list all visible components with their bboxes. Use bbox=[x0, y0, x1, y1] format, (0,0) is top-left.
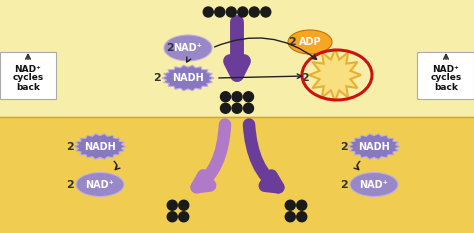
Circle shape bbox=[220, 103, 230, 113]
Circle shape bbox=[285, 200, 295, 210]
Circle shape bbox=[167, 212, 177, 222]
Text: NAD⁺: NAD⁺ bbox=[86, 179, 114, 189]
Text: NADH: NADH bbox=[172, 73, 204, 83]
Text: NAD⁺: NAD⁺ bbox=[15, 65, 41, 73]
Circle shape bbox=[261, 7, 271, 17]
Text: NADH: NADH bbox=[358, 141, 390, 151]
Text: 2: 2 bbox=[153, 73, 161, 83]
Circle shape bbox=[179, 212, 189, 222]
Text: 2: 2 bbox=[288, 37, 296, 47]
Text: 2: 2 bbox=[301, 73, 309, 83]
Circle shape bbox=[226, 7, 236, 17]
Text: 2: 2 bbox=[166, 43, 174, 53]
FancyBboxPatch shape bbox=[418, 51, 474, 99]
Text: ADP: ADP bbox=[299, 37, 321, 47]
Polygon shape bbox=[74, 134, 126, 159]
Circle shape bbox=[238, 7, 248, 17]
Text: NAD⁺: NAD⁺ bbox=[433, 65, 459, 73]
Circle shape bbox=[232, 92, 242, 102]
Circle shape bbox=[232, 103, 242, 113]
Polygon shape bbox=[348, 134, 400, 159]
Text: 2: 2 bbox=[340, 141, 348, 151]
Ellipse shape bbox=[288, 30, 332, 54]
Text: cycles: cycles bbox=[430, 73, 462, 82]
FancyBboxPatch shape bbox=[0, 51, 56, 99]
Text: back: back bbox=[16, 82, 40, 92]
Text: cycles: cycles bbox=[12, 73, 44, 82]
Circle shape bbox=[249, 7, 259, 17]
Circle shape bbox=[244, 103, 254, 113]
Circle shape bbox=[297, 212, 307, 222]
Ellipse shape bbox=[164, 35, 212, 61]
Circle shape bbox=[220, 92, 230, 102]
Text: NAD⁺: NAD⁺ bbox=[173, 43, 202, 53]
Polygon shape bbox=[162, 65, 214, 91]
Text: 2: 2 bbox=[66, 179, 74, 189]
Bar bbox=[0, 0, 474, 116]
Circle shape bbox=[285, 212, 295, 222]
Circle shape bbox=[215, 7, 225, 17]
Circle shape bbox=[167, 200, 177, 210]
Bar bbox=[0, 116, 474, 233]
Ellipse shape bbox=[350, 172, 398, 196]
Circle shape bbox=[203, 7, 213, 17]
Text: NADH: NADH bbox=[84, 141, 116, 151]
Circle shape bbox=[179, 200, 189, 210]
Circle shape bbox=[297, 200, 307, 210]
Circle shape bbox=[244, 92, 254, 102]
Ellipse shape bbox=[76, 172, 124, 196]
Text: 2: 2 bbox=[340, 179, 348, 189]
Text: back: back bbox=[434, 82, 458, 92]
Text: NAD⁺: NAD⁺ bbox=[360, 179, 388, 189]
Polygon shape bbox=[309, 49, 361, 101]
Text: 2: 2 bbox=[66, 141, 74, 151]
